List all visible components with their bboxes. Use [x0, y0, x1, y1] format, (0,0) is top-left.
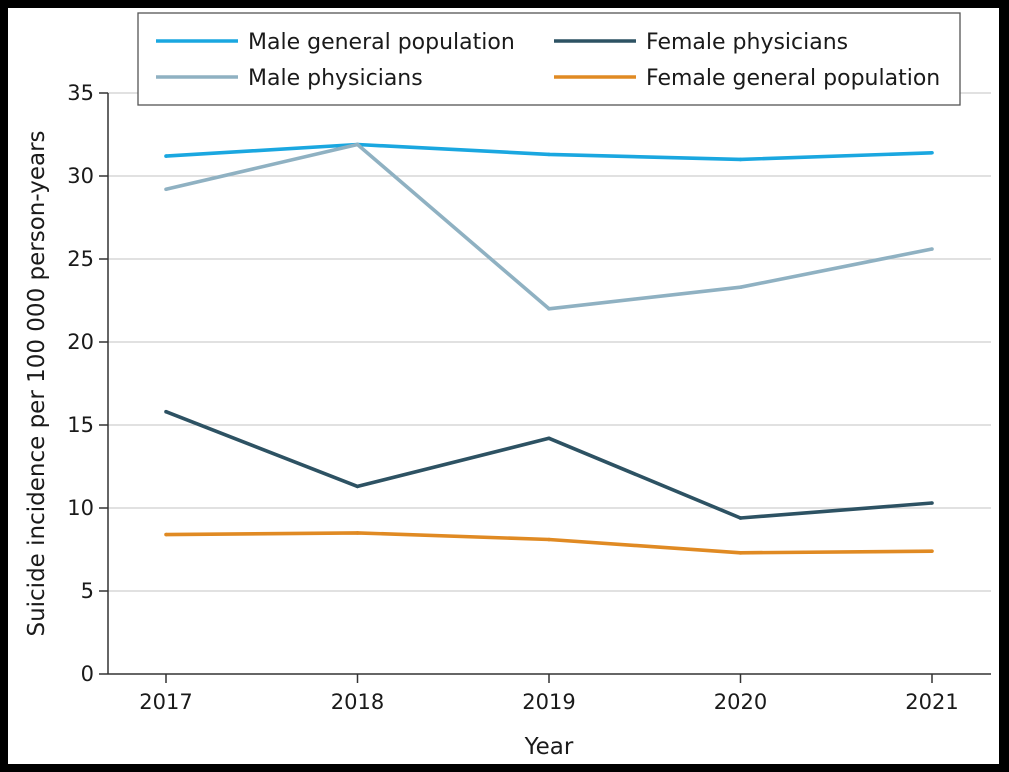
data-point-male-physicians [738, 285, 743, 290]
x-tick-label: 2020 [714, 690, 767, 714]
y-tick-label: 15 [67, 413, 94, 437]
x-tick-label: 2019 [522, 690, 575, 714]
x-tick-label: 2018 [331, 690, 384, 714]
data-point-female-general-population [164, 532, 168, 537]
y-axis-title: Suicide incidence per 100 000 person-yea… [24, 130, 50, 636]
y-tick-label: 5 [81, 579, 94, 603]
y-tick-label: 25 [67, 247, 94, 271]
legend-box [137, 12, 961, 106]
gridlines [108, 92, 991, 592]
x-tick-labels: 2017 2018 2019 2020 2021 [139, 690, 958, 714]
x-axis-title: Year [524, 734, 574, 760]
data-point-female-general-population [738, 551, 743, 555]
legend-label: Female general population [646, 66, 940, 91]
data-point-female-physicians [738, 516, 743, 520]
data-point-male-general-population [738, 157, 743, 162]
legend-label: Male physicians [248, 66, 423, 91]
data-point-male-general-population [930, 150, 934, 155]
line-chart: 0 5 10 15 20 25 30 35 2017 2018 2019 2020 2021 Suic… [24, 12, 991, 760]
data-point-male-general-population [547, 152, 551, 157]
series-lines [164, 142, 934, 555]
series-line-male-physicians [165, 142, 933, 311]
data-point-female-physicians [355, 484, 360, 489]
data-point-male-physicians [355, 142, 360, 147]
data-point-female-general-population [547, 537, 551, 542]
data-point-female-physicians [164, 409, 168, 414]
x-tick-label: 2017 [139, 690, 192, 714]
y-tick-label: 30 [67, 164, 94, 188]
legend: Male general population Male physicians Fe… [137, 12, 961, 106]
data-point-female-general-population [355, 531, 360, 535]
series-line-male-general-population [165, 142, 933, 162]
chart-frame: 0 5 10 15 20 25 30 35 2017 2018 2019 2020 2021 Suic… [8, 8, 999, 764]
data-point-male-general-population [164, 154, 168, 158]
data-point-female-physicians [930, 501, 934, 505]
data-point-male-physicians [547, 307, 551, 311]
y-tick-label: 35 [67, 81, 94, 105]
legend-label: Male general population [248, 30, 515, 55]
data-point-female-physicians [547, 436, 551, 441]
x-tick-label: 2021 [905, 690, 958, 714]
y-tick-label: 0 [81, 662, 94, 686]
y-tick-labels: 0 5 10 15 20 25 30 35 [67, 81, 94, 686]
data-point-female-general-population [930, 549, 934, 553]
data-point-male-physicians [164, 187, 168, 192]
series-line-female-physicians [165, 410, 933, 520]
series-line-female-general-population [165, 531, 933, 555]
legend-label: Female physicians [646, 30, 848, 55]
y-tick-label: 10 [67, 496, 94, 520]
data-point-male-physicians [930, 247, 934, 251]
axes [99, 92, 991, 683]
y-tick-label: 20 [67, 330, 94, 354]
